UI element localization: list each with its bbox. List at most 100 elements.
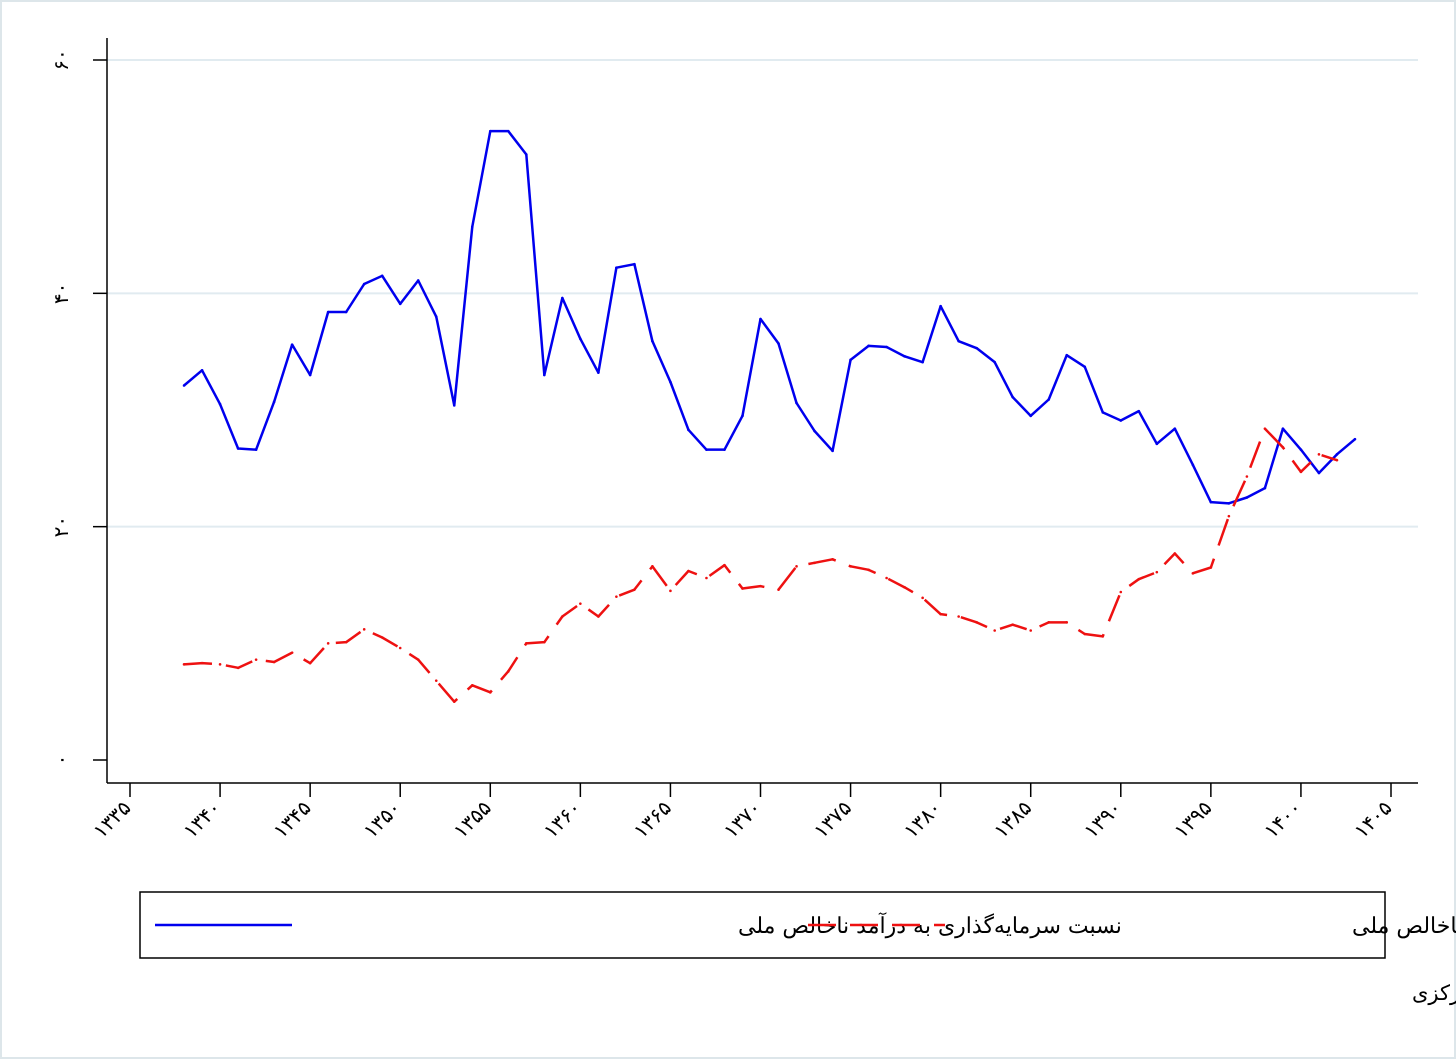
data-point-investment-1383 xyxy=(993,360,996,364)
data-point-depreciation-1360 xyxy=(579,602,582,605)
data-point-investment-1360 xyxy=(579,337,582,341)
data-point-depreciation-1364 xyxy=(651,565,654,568)
data-point-investment-1343 xyxy=(272,400,276,404)
data-point-investment-1361 xyxy=(597,371,600,374)
data-point-depreciation-1355 xyxy=(488,691,492,694)
data-point-investment-1341 xyxy=(236,447,240,450)
data-point-depreciation-1339 xyxy=(200,661,204,665)
data-point-investment-1364 xyxy=(651,339,654,343)
data-point-investment-1340 xyxy=(218,402,222,406)
data-point-investment-1376 xyxy=(867,344,870,348)
data-point-investment-1366 xyxy=(687,428,690,432)
data-point-investment-1400 xyxy=(1299,448,1303,451)
data-point-depreciation-1398 xyxy=(1263,427,1267,430)
data-point-depreciation-1349 xyxy=(380,636,384,639)
data-point-depreciation-1346 xyxy=(326,642,330,645)
data-point-investment-1356 xyxy=(507,129,510,133)
data-point-investment-1378 xyxy=(903,355,906,358)
data-point-depreciation-1402 xyxy=(1335,458,1339,462)
data-point-investment-1350 xyxy=(398,302,402,306)
data-point-depreciation-1392 xyxy=(1155,570,1159,574)
data-point-investment-1370 xyxy=(759,317,762,321)
data-point-investment-1369 xyxy=(741,414,744,418)
data-point-investment-1375 xyxy=(849,358,852,362)
data-point-depreciation-1345 xyxy=(308,661,312,665)
data-point-depreciation-1356 xyxy=(507,670,510,673)
data-point-investment-1399 xyxy=(1281,427,1285,430)
data-point-depreciation-1380 xyxy=(939,612,942,616)
data-point-investment-1367 xyxy=(705,448,708,451)
data-point-investment-1363 xyxy=(633,262,636,266)
data-point-investment-1389 xyxy=(1101,411,1105,414)
data-point-investment-1338 xyxy=(182,384,186,387)
data-point-depreciation-1366 xyxy=(687,569,690,573)
data-point-depreciation-1350 xyxy=(398,646,402,650)
data-point-depreciation-1365 xyxy=(669,589,672,593)
data-point-depreciation-1371 xyxy=(777,588,780,591)
data-point-depreciation-1375 xyxy=(849,565,852,568)
data-point-investment-1351 xyxy=(416,279,420,282)
data-point-investment-1395 xyxy=(1209,500,1213,504)
data-point-depreciation-1390 xyxy=(1119,590,1123,594)
data-point-investment-1392 xyxy=(1155,442,1159,446)
data-point-depreciation-1369 xyxy=(741,587,744,590)
data-point-depreciation-1368 xyxy=(723,563,726,567)
data-point-depreciation-1367 xyxy=(705,576,708,580)
data-point-depreciation-1391 xyxy=(1137,577,1141,581)
data-point-depreciation-1359 xyxy=(561,615,564,618)
data-point-depreciation-1400 xyxy=(1299,470,1303,474)
data-point-depreciation-1389 xyxy=(1101,635,1105,638)
data-point-depreciation-1396 xyxy=(1227,514,1231,518)
data-point-depreciation-1352 xyxy=(434,679,438,682)
data-point-investment-1386 xyxy=(1047,398,1051,401)
data-point-depreciation-1344 xyxy=(290,651,294,654)
data-point-investment-1348 xyxy=(362,282,366,286)
data-point-investment-1339 xyxy=(200,369,204,372)
data-point-investment-1342 xyxy=(254,448,258,451)
data-point-depreciation-1387 xyxy=(1065,621,1069,624)
series-line-investment xyxy=(183,129,1356,505)
data-point-investment-1371 xyxy=(777,342,780,345)
data-point-investment-1358 xyxy=(543,373,546,377)
data-point-investment-1402 xyxy=(1335,453,1339,456)
data-point-investment-1374 xyxy=(831,449,834,453)
data-point-investment-1390 xyxy=(1119,419,1123,422)
data-point-investment-1401 xyxy=(1317,471,1321,475)
data-point-investment-1397 xyxy=(1245,496,1249,499)
data-point-investment-1344 xyxy=(290,343,294,346)
legend-box xyxy=(139,891,1386,959)
data-point-investment-1353 xyxy=(452,404,456,407)
data-point-depreciation-1342 xyxy=(254,658,258,661)
data-point-depreciation-1354 xyxy=(470,684,474,687)
data-point-depreciation-1395 xyxy=(1209,566,1213,569)
data-point-investment-1379 xyxy=(921,360,924,364)
source-note: منبع: حساب های ملی بانک مرکزی xyxy=(1412,981,1456,1006)
data-point-depreciation-1394 xyxy=(1191,572,1195,575)
data-point-investment-1357 xyxy=(525,153,528,156)
data-point-investment-1398 xyxy=(1263,486,1267,490)
data-point-depreciation-1343 xyxy=(272,660,276,664)
data-point-depreciation-1401 xyxy=(1317,453,1321,456)
data-point-depreciation-1373 xyxy=(813,561,816,565)
data-point-investment-1359 xyxy=(561,296,564,300)
data-point-depreciation-1372 xyxy=(795,565,798,568)
data-point-investment-1372 xyxy=(795,401,798,405)
legend-label-investment: نسبت سرمایه‌گذاری به درآمد ناخالص ملی xyxy=(738,912,1122,939)
data-point-investment-1362 xyxy=(615,266,618,269)
data-point-investment-1384 xyxy=(1011,395,1014,399)
data-point-depreciation-1362 xyxy=(615,595,618,598)
y-tick-label-0: ۰ xyxy=(49,755,73,766)
data-point-investment-1355 xyxy=(488,129,492,133)
data-point-depreciation-1361 xyxy=(597,615,600,618)
data-point-investment-1349 xyxy=(380,274,384,278)
data-point-depreciation-1351 xyxy=(416,658,420,661)
data-point-depreciation-1382 xyxy=(975,621,978,624)
data-point-depreciation-1381 xyxy=(957,615,960,618)
legend: نسبت سرمایه‌گذاری به درآمد ناخالص ملی نس… xyxy=(139,891,1456,959)
data-point-depreciation-1386 xyxy=(1047,621,1051,624)
data-point-investment-1396 xyxy=(1227,502,1231,505)
data-point-depreciation-1341 xyxy=(236,666,240,670)
data-point-investment-1347 xyxy=(344,310,348,314)
data-point-investment-1346 xyxy=(326,310,330,314)
